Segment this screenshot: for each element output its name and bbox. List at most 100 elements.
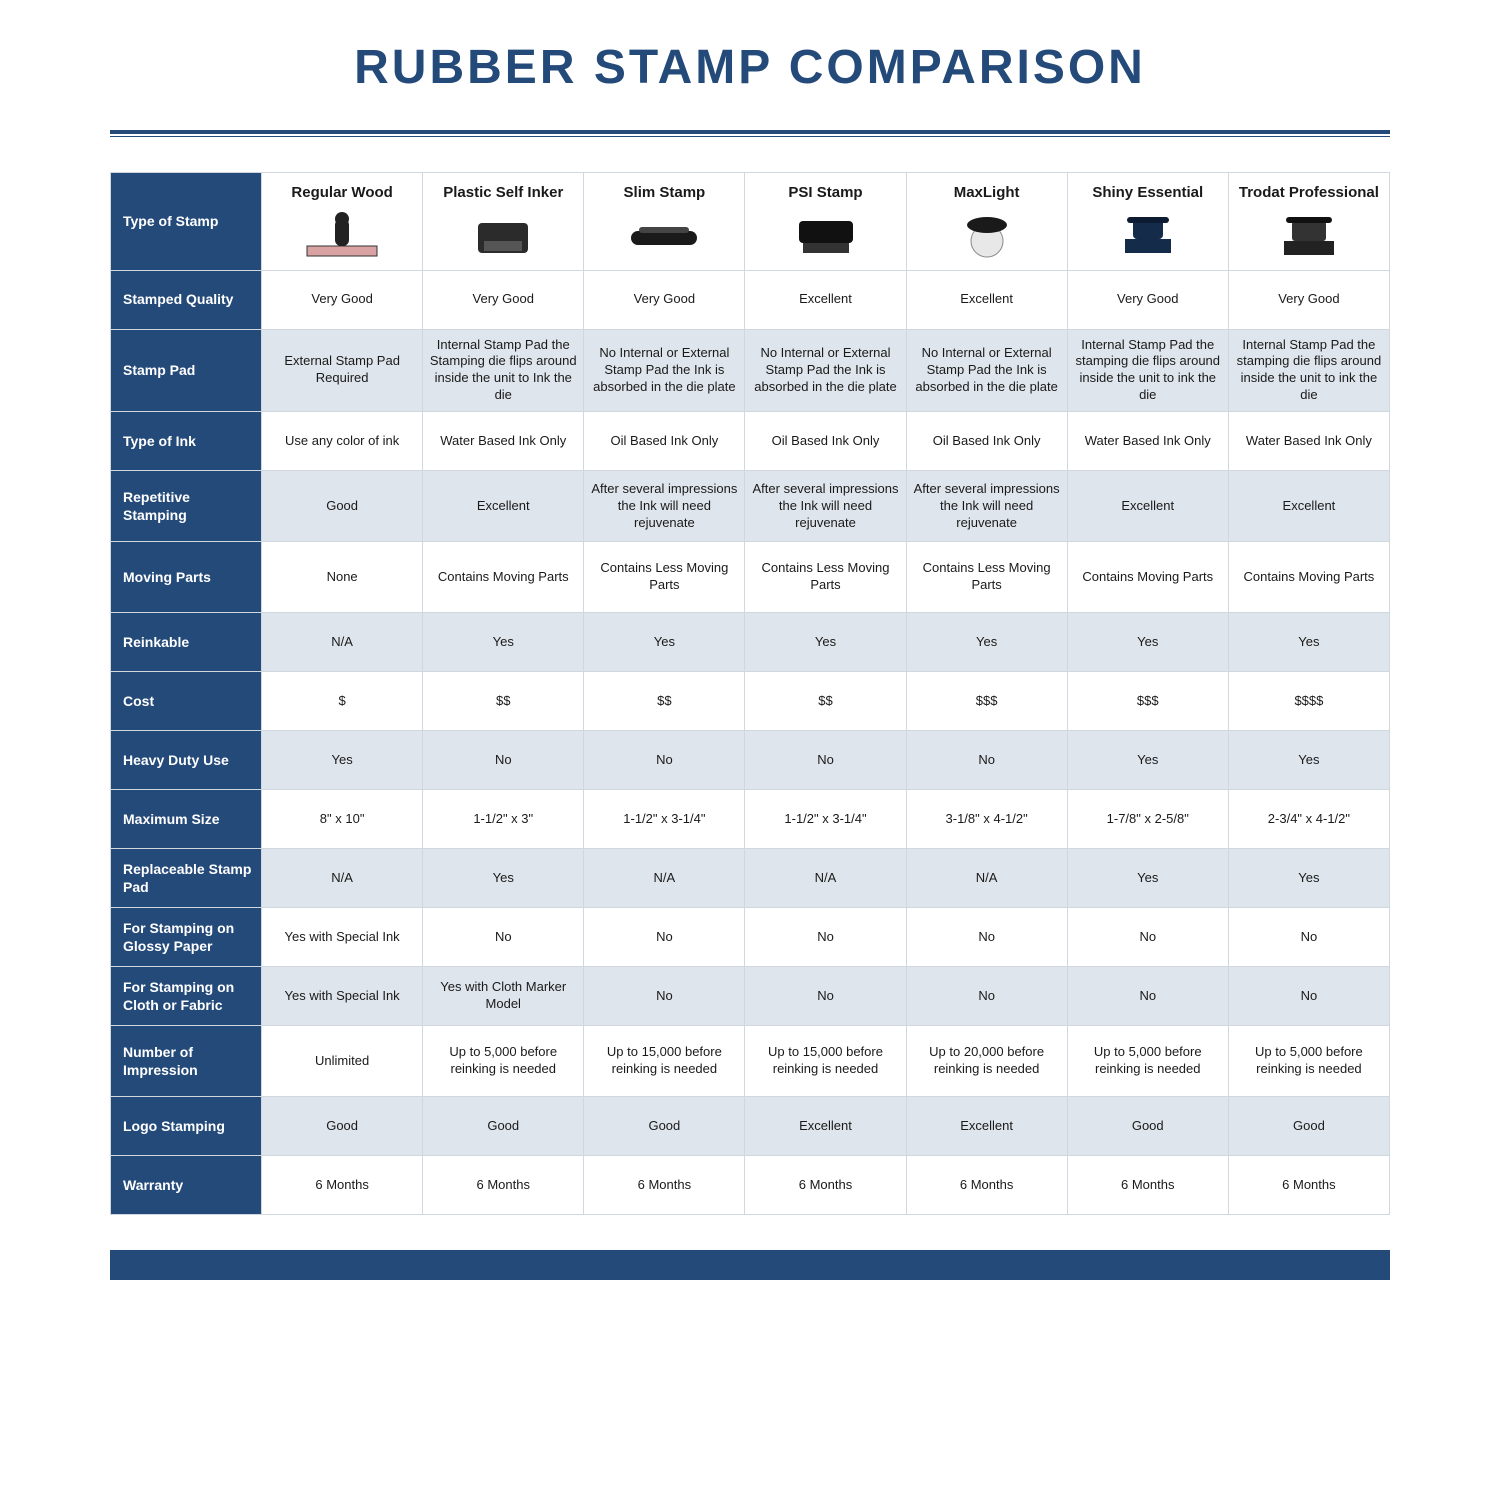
table-cell: Contains Less Moving Parts [745, 542, 906, 613]
row-label: Number of Impression [111, 1026, 262, 1097]
table-row: Replaceable Stamp PadN/AYesN/AN/AN/AYesY… [111, 849, 1390, 908]
table-cell: Excellent [423, 471, 584, 542]
table-cell: $$ [584, 672, 745, 731]
table-row: Type of InkUse any color of inkWater Bas… [111, 412, 1390, 471]
table-row: Moving PartsNoneContains Moving PartsCon… [111, 542, 1390, 613]
table-cell: No [584, 967, 745, 1026]
table-cell: Up to 15,000 before reinking is needed [584, 1026, 745, 1097]
table-header-row: Type of StampRegular WoodPlastic Self In… [111, 173, 1390, 271]
table-cell: Up to 15,000 before reinking is needed [745, 1026, 906, 1097]
table-cell: $$ [423, 672, 584, 731]
table-cell: 6 Months [906, 1156, 1067, 1215]
page-header: RUBBER STAMP COMPARISON [0, 0, 1500, 120]
table-cell: Yes with Special Ink [262, 908, 423, 967]
table-cell: No Internal or External Stamp Pad the In… [906, 329, 1067, 412]
column-header: Slim Stamp [584, 173, 745, 271]
table-cell: Yes [906, 613, 1067, 672]
table-cell: Oil Based Ink Only [584, 412, 745, 471]
column-name: MaxLight [911, 183, 1063, 203]
table-cell: No [1067, 908, 1228, 967]
column-header: Trodat Professional [1228, 173, 1389, 271]
table-row: Number of ImpressionUnlimitedUp to 5,000… [111, 1026, 1390, 1097]
table-row: Cost$$$$$$$$$$$$$$$$$ [111, 672, 1390, 731]
column-name: Shiny Essential [1072, 183, 1224, 203]
table-cell: $ [262, 672, 423, 731]
table-cell: After several impressions the Ink will n… [906, 471, 1067, 542]
table-cell: 2-3/4" x 4-1/2" [1228, 790, 1389, 849]
column-header: MaxLight [906, 173, 1067, 271]
stamp-icon [427, 209, 579, 264]
table-cell: Excellent [745, 270, 906, 329]
row-label: Moving Parts [111, 542, 262, 613]
table-cell: 3-1/8" x 4-1/2" [906, 790, 1067, 849]
table-cell: No [745, 967, 906, 1026]
stamp-icon [588, 209, 740, 264]
table-row: Warranty6 Months6 Months6 Months6 Months… [111, 1156, 1390, 1215]
table-cell: Yes [423, 613, 584, 672]
table-row: Stamped QualityVery GoodVery GoodVery Go… [111, 270, 1390, 329]
table-cell: $$ [745, 672, 906, 731]
column-header: Regular Wood [262, 173, 423, 271]
table-cell: Good [1228, 1097, 1389, 1156]
row-label: Stamped Quality [111, 270, 262, 329]
table-cell: Very Good [423, 270, 584, 329]
table-cell: N/A [262, 849, 423, 908]
table-cell: 1-1/2" x 3" [423, 790, 584, 849]
column-header: Shiny Essential [1067, 173, 1228, 271]
row-label: Heavy Duty Use [111, 731, 262, 790]
table-cell: No Internal or External Stamp Pad the In… [745, 329, 906, 412]
table-cell: Very Good [1228, 270, 1389, 329]
table-row: Stamp PadExternal Stamp Pad RequiredInte… [111, 329, 1390, 412]
table-cell: Excellent [1067, 471, 1228, 542]
row-label: Replaceable Stamp Pad [111, 849, 262, 908]
table-cell: No [584, 731, 745, 790]
table-cell: Water Based Ink Only [1228, 412, 1389, 471]
table-cell: Internal Stamp Pad the stamping die flip… [1228, 329, 1389, 412]
table-cell: Excellent [745, 1097, 906, 1156]
table-cell: Oil Based Ink Only [906, 412, 1067, 471]
table-cell: Water Based Ink Only [1067, 412, 1228, 471]
table-cell: No [906, 967, 1067, 1026]
table-cell: 6 Months [423, 1156, 584, 1215]
table-cell: $$$ [1067, 672, 1228, 731]
table-cell: 6 Months [262, 1156, 423, 1215]
table-cell: 6 Months [584, 1156, 745, 1215]
header-rules [0, 130, 1500, 137]
table-cell: Contains Moving Parts [423, 542, 584, 613]
row-label: Reinkable [111, 613, 262, 672]
rule-thick [110, 130, 1390, 134]
table-cell: 1-7/8" x 2-5/8" [1067, 790, 1228, 849]
table-cell: Contains Less Moving Parts [584, 542, 745, 613]
row-label: For Stamping on Glossy Paper [111, 908, 262, 967]
table-cell: No [584, 908, 745, 967]
table-cell: No Internal or External Stamp Pad the In… [584, 329, 745, 412]
table-cell: N/A [584, 849, 745, 908]
table-cell: Very Good [1067, 270, 1228, 329]
rule-thin [110, 136, 1390, 137]
table-cell: 6 Months [1228, 1156, 1389, 1215]
table-cell: Excellent [1228, 471, 1389, 542]
column-header: PSI Stamp [745, 173, 906, 271]
page-title: RUBBER STAMP COMPARISON [0, 40, 1500, 95]
column-name: Trodat Professional [1233, 183, 1385, 203]
table-cell: Good [262, 471, 423, 542]
table-cell: After several impressions the Ink will n… [745, 471, 906, 542]
column-header: Plastic Self Inker [423, 173, 584, 271]
comparison-table: Type of StampRegular WoodPlastic Self In… [110, 172, 1390, 1215]
stamp-icon [1072, 209, 1224, 264]
row-label: Warranty [111, 1156, 262, 1215]
table-cell: No [423, 731, 584, 790]
table-cell: Excellent [906, 270, 1067, 329]
table-cell: Contains Less Moving Parts [906, 542, 1067, 613]
table-row: For Stamping on Cloth or FabricYes with … [111, 967, 1390, 1026]
table-cell: Yes [262, 731, 423, 790]
column-name: PSI Stamp [749, 183, 901, 203]
table-cell: Good [423, 1097, 584, 1156]
table-cell: Contains Moving Parts [1228, 542, 1389, 613]
table-cell: 6 Months [745, 1156, 906, 1215]
table-cell: Yes [584, 613, 745, 672]
table-cell: N/A [906, 849, 1067, 908]
table-cell: Water Based Ink Only [423, 412, 584, 471]
table-cell: Yes [423, 849, 584, 908]
table-cell: $$$$ [1228, 672, 1389, 731]
